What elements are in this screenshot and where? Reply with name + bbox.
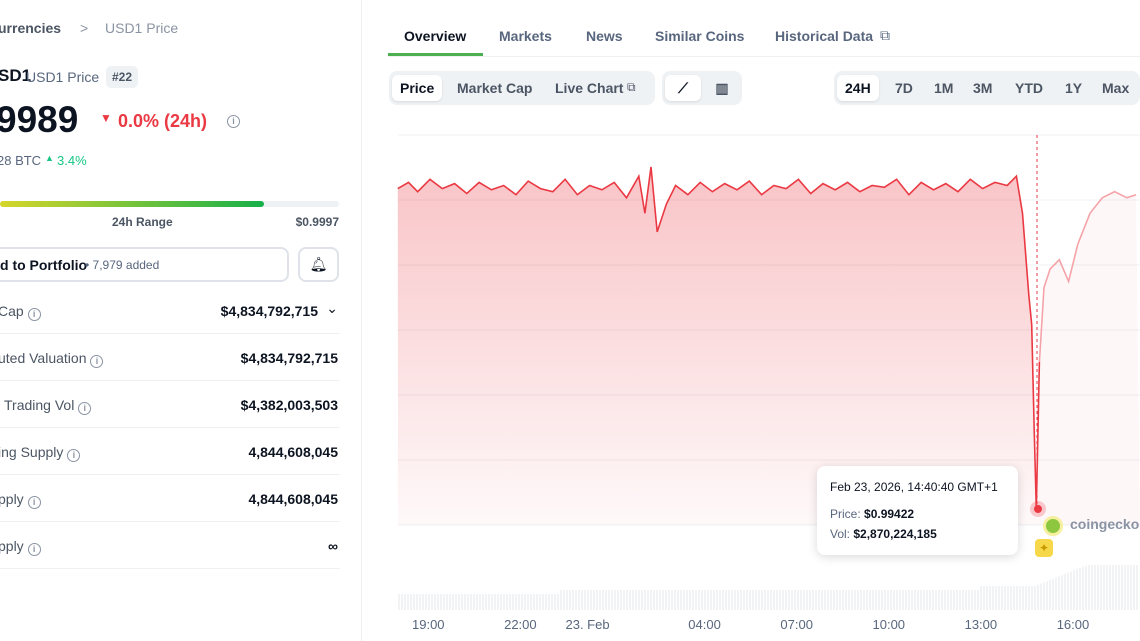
portfolio-count: 7,979 added [92, 258, 160, 272]
external-link-icon: ⧉ [627, 80, 636, 94]
gecko-logo-icon [1043, 516, 1063, 536]
tab-divider [388, 56, 1140, 57]
price-chart-button[interactable]: Price [392, 75, 443, 101]
breadcrumb-current: USD1 Price [105, 20, 179, 36]
info-icon[interactable]: i [27, 496, 41, 509]
range-max[interactable]: Max [1102, 80, 1130, 96]
active-tab-indicator [388, 53, 483, 56]
stat-row-market-cap: Cap i $4,834,792,715 ⌄ [0, 287, 340, 334]
add-to-portfolio-button[interactable]: d to Portfolio • 7,979 added [0, 247, 289, 282]
stat-value: $4,834,792,715 [240, 350, 338, 366]
stat-label: uted Valuation [0, 350, 87, 366]
info-icon[interactable]: i [227, 115, 240, 128]
tab-similar-coins[interactable]: Similar Coins [655, 28, 745, 44]
range-7d[interactable]: 7D [895, 80, 913, 96]
stat-row-circulating-supply: ing Supply i 4,844,608,045 [0, 428, 340, 475]
x-tick-label: 23. Feb [565, 617, 610, 632]
breadcrumb-separator: > [80, 20, 89, 36]
x-tick-label: 10:00 [872, 617, 906, 632]
stat-value: $4,382,003,503 [240, 397, 338, 413]
event-marker-icon[interactable]: ✦ [1035, 539, 1053, 557]
down-triangle-icon: ▼ [100, 111, 112, 125]
x-tick-label: 22:00 [504, 617, 537, 632]
info-icon[interactable]: i [27, 543, 41, 556]
stat-label: Cap [0, 303, 24, 319]
up-triangle-icon: ▲ [45, 153, 54, 163]
price-area-fill-faded [1039, 191, 1140, 525]
stat-row-fdv: uted Valuation i $4,834,792,715 [0, 334, 340, 381]
price-line-faded [1038, 190, 1137, 362]
range-1m[interactable]: 1M [934, 80, 954, 96]
tooltip-date: Feb 23, 2026, 14:40:40 GMT+1 [830, 480, 998, 494]
price-line [397, 166, 1041, 510]
stat-value: 4,844,608,045 [248, 444, 338, 460]
chevron-down-icon[interactable]: ⌄ [326, 300, 338, 316]
rank-badge: #22 [106, 66, 139, 88]
price-change: 0.0% (24h) [118, 111, 208, 131]
range-label: 24h Range [112, 215, 173, 229]
btc-change: 3.4% [57, 153, 87, 168]
price-area-fill [397, 166, 1040, 525]
market-cap-chart-button[interactable]: Market Cap [457, 80, 533, 96]
candlestick-chart-icon[interactable]: ▥ [715, 80, 729, 96]
breadcrumb-parent[interactable]: urrencies [0, 20, 62, 36]
portfolio-label: d to Portfolio [0, 257, 88, 273]
hover-point [1034, 505, 1042, 513]
x-tick-label: 04:00 [688, 617, 721, 632]
range-high: $0.9997 [295, 215, 339, 229]
stat-value: $4,834,792,715 [220, 303, 318, 319]
stat-label: ing Supply [0, 444, 64, 460]
coin-name: USD1 Price [26, 69, 100, 85]
tab-overview[interactable]: Overview [404, 28, 467, 44]
line-chart-icon[interactable]: ⟋ [665, 75, 701, 101]
range-bar [0, 201, 339, 207]
external-link-icon: ⧉ [880, 27, 890, 43]
range-bar-fill [0, 201, 265, 207]
info-icon[interactable]: i [27, 308, 41, 321]
range-ytd[interactable]: YTD [1015, 80, 1043, 96]
stat-row-max-supply: pply i ∞ [0, 522, 340, 569]
range-3m[interactable]: 3M [973, 80, 993, 96]
chart-type-toggle: Price Market Cap Live Chart ⧉ [389, 71, 655, 105]
stat-row-volume: Trading Vol i $4,382,003,503 [0, 381, 340, 428]
x-tick-label: 16:00 [1056, 617, 1090, 632]
tab-markets[interactable]: Markets [499, 28, 552, 44]
x-tick-label: 19:00 [412, 617, 445, 632]
tab-historical-data[interactable]: Historical Data [775, 28, 874, 44]
tooltip-vol-label: Vol: [830, 527, 851, 541]
stat-value: 4,844,608,045 [248, 491, 338, 507]
chart-tooltip: Feb 23, 2026, 14:40:40 GMT+1 Price: $0.9… [817, 466, 1018, 555]
stat-row-total-supply: pply i 4,844,608,045 [0, 475, 340, 522]
coin-symbol: SD1 [0, 66, 32, 85]
range-1y[interactable]: 1Y [1065, 80, 1083, 96]
bell-icon[interactable]: 🔔︎ [298, 247, 339, 282]
stat-label: pply [0, 491, 24, 507]
coin-summary-panel: urrencies > USD1 Price SD1 USD1 Price #2… [0, 0, 362, 641]
stat-label: Trading Vol [4, 397, 75, 413]
info-icon[interactable]: i [78, 402, 92, 415]
stat-value: ∞ [328, 538, 338, 554]
btc-price: 28 BTC [0, 153, 42, 168]
coin-price: 9989 [0, 99, 79, 140]
time-range-toggle: 24H 7D 1M 3M YTD 1Y Max [834, 71, 1140, 105]
tooltip-vol: $2,870,224,185 [853, 527, 937, 541]
x-tick-label: 13:00 [964, 617, 998, 632]
stat-label: pply [0, 538, 24, 554]
info-icon[interactable]: i [90, 355, 104, 368]
tooltip-price: $0.99422 [864, 507, 915, 521]
info-icon[interactable]: i [67, 449, 81, 462]
live-chart-button[interactable]: Live Chart [555, 80, 624, 96]
chart-style-toggle: ⟋ ▥ [662, 71, 742, 105]
range-24h[interactable]: 24H [837, 75, 879, 101]
tab-news[interactable]: News [586, 28, 623, 44]
tooltip-price-label: Price: [830, 507, 861, 521]
x-tick-label: 07:00 [780, 617, 813, 632]
coingecko-watermark: coingecko [1070, 516, 1140, 532]
